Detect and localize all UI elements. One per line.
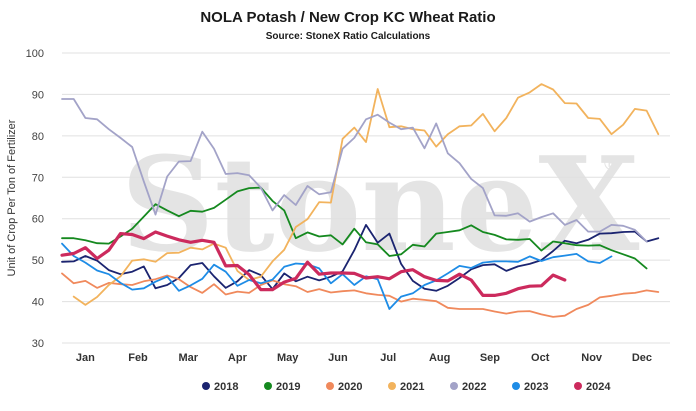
watermark: StoneX: [121, 128, 640, 281]
y-tick-labels: 30 40 50 60 70 80 90 100: [26, 48, 44, 350]
y-tick-label: 40: [32, 297, 44, 309]
y-tick-label: 50: [32, 255, 44, 267]
legend-marker-2023: [512, 382, 520, 390]
x-tick-label: May: [277, 352, 299, 364]
legend-marker-2022: [450, 382, 458, 390]
x-tick-label: Nov: [581, 352, 603, 364]
series-line-2024: [60, 230, 567, 297]
chart-title: NOLA Potash / New Crop KC Wheat Ratio: [200, 9, 495, 26]
series-line-2019: [61, 186, 648, 270]
legend-label-2020: 2020: [338, 381, 362, 393]
legend-marker-2020: [326, 382, 334, 390]
series-line-2021: [72, 83, 660, 306]
x-tick-label: Sep: [480, 352, 500, 364]
series-line-2018: [61, 223, 660, 292]
series-lines: [60, 83, 660, 318]
x-tick-labels: Jan Feb Mar Apr May Jun Jul Aug Sep Oct Nov Dec: [76, 352, 652, 364]
legend-marker-2018: [202, 382, 210, 390]
watermark-registered-mark: ®: [604, 153, 619, 175]
x-tick-label: Jul: [380, 352, 396, 364]
legend: 2018 2019 2020 2021 2022 2023 2024: [202, 381, 611, 393]
legend-label-2022: 2022: [462, 381, 486, 393]
x-tick-label: Aug: [429, 352, 450, 364]
series-line-2022: [61, 98, 648, 243]
x-tick-label: Feb: [128, 352, 148, 364]
legend-marker-2019: [264, 382, 272, 390]
x-tick-label: Oct: [531, 352, 550, 364]
legend-label-2024: 2024: [586, 381, 611, 393]
x-tick-label: Jun: [328, 352, 348, 364]
x-tick-label: Mar: [178, 352, 198, 364]
y-tick-label: 90: [32, 89, 44, 101]
y-tick-label: 100: [26, 48, 44, 60]
legend-marker-2024: [574, 382, 582, 390]
series-line-2023: [61, 242, 613, 310]
y-tick-label: 30: [32, 338, 44, 350]
legend-label-2023: 2023: [524, 381, 548, 393]
x-tick-label: Apr: [228, 352, 248, 364]
y-axis-label: Unit of Crop Per Ton of Fertilizer: [6, 119, 18, 276]
legend-label-2019: 2019: [276, 381, 300, 393]
y-tick-label: 70: [32, 172, 44, 184]
series-line-2020: [61, 272, 660, 318]
x-tick-label: Dec: [632, 352, 652, 364]
chart-subtitle: Source: StoneX Ratio Calculations: [266, 31, 431, 42]
x-tick-label: Jan: [76, 352, 95, 364]
legend-marker-2021: [388, 382, 396, 390]
gridlines: [62, 52, 670, 344]
legend-label-2018: 2018: [214, 381, 238, 393]
y-tick-label: 60: [32, 214, 44, 226]
legend-label-2021: 2021: [400, 381, 424, 393]
y-tick-label: 80: [32, 131, 44, 143]
